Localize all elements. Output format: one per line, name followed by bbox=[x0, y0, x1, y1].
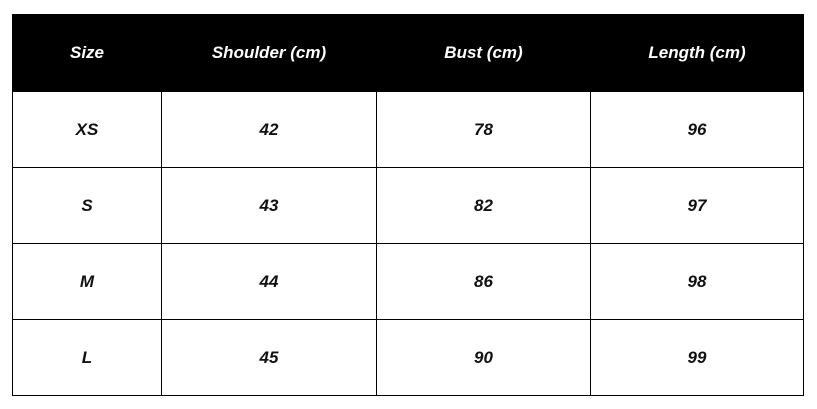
table-row: S 43 82 97 bbox=[12, 167, 804, 244]
cell-shoulder: 45 bbox=[161, 319, 377, 396]
header-row: Size Shoulder (cm) Bust (cm) Length (cm) bbox=[12, 14, 804, 92]
cell-bust: 90 bbox=[376, 319, 591, 396]
size-chart-table: Size Shoulder (cm) Bust (cm) Length (cm)… bbox=[12, 14, 804, 396]
cell-bust: 86 bbox=[376, 243, 591, 320]
cell-shoulder: 42 bbox=[161, 91, 377, 168]
cell-shoulder: 44 bbox=[161, 243, 377, 320]
cell-bust: 82 bbox=[376, 167, 591, 244]
cell-size: S bbox=[12, 167, 162, 244]
cell-size: L bbox=[12, 319, 162, 396]
table-row: XS 42 78 96 bbox=[12, 91, 804, 168]
cell-length: 98 bbox=[590, 243, 804, 320]
table-row: L 45 90 99 bbox=[12, 319, 804, 396]
header-shoulder: Shoulder (cm) bbox=[161, 14, 377, 92]
cell-length: 97 bbox=[590, 167, 804, 244]
cell-bust: 78 bbox=[376, 91, 591, 168]
cell-size: M bbox=[12, 243, 162, 320]
header-length: Length (cm) bbox=[590, 14, 804, 92]
cell-length: 99 bbox=[590, 319, 804, 396]
header-bust: Bust (cm) bbox=[376, 14, 591, 92]
cell-shoulder: 43 bbox=[161, 167, 377, 244]
cell-length: 96 bbox=[590, 91, 804, 168]
cell-size: XS bbox=[12, 91, 162, 168]
table-row: M 44 86 98 bbox=[12, 243, 804, 320]
header-size: Size bbox=[12, 14, 162, 92]
